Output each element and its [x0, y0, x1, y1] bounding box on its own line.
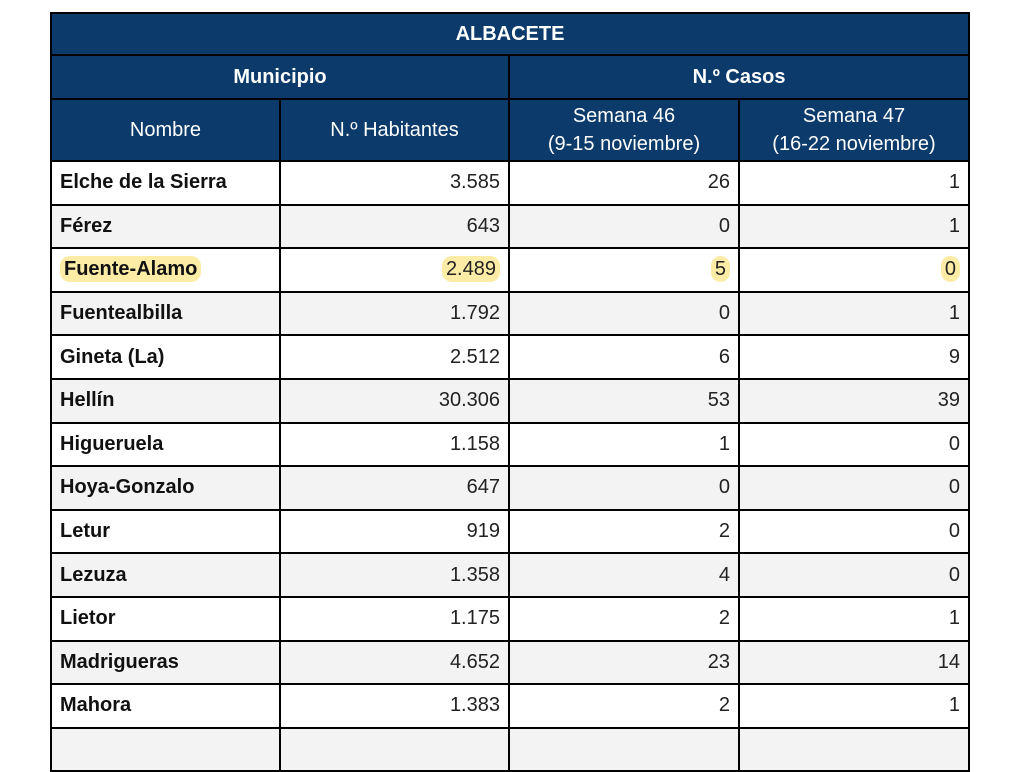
cell-nombre: Fuentealbilla: [50, 290, 281, 337]
cell-semana-47: 1: [737, 203, 971, 250]
table-row: Letur 919 2 0: [50, 508, 971, 555]
cases-table: ALBACETE Municipio N.º Casos Nombre N.º …: [49, 12, 971, 772]
cell-semana-46: 53: [508, 377, 740, 424]
column-header-habitantes: N.º Habitantes: [279, 98, 510, 162]
cell-semana-46: 0: [508, 290, 740, 337]
group-header-municipio: Municipio: [50, 54, 510, 100]
cell-nombre: Fuente-Alamo: [50, 247, 281, 293]
cell-semana-47: 0: [737, 421, 971, 468]
semana-47-dates: (16-22 noviembre): [772, 133, 936, 155]
group-header-casos: N.º Casos: [507, 54, 971, 100]
cell-semana-47: 14: [737, 639, 971, 686]
highlight-mark: 0: [940, 256, 961, 283]
semana-47-label: Semana 47: [802, 105, 906, 127]
cell-habitantes: 1.175: [279, 595, 510, 642]
cell-semana-47: 9: [737, 334, 971, 380]
cell-semana-46: 6: [508, 334, 740, 380]
table-row-partial: [50, 726, 971, 772]
cell-nombre: Lietor: [50, 595, 281, 642]
table-row: Higueruela 1.158 1 0: [50, 421, 971, 468]
table-row-highlighted: Fuente-Alamo 2.489 5 0: [50, 247, 971, 293]
cell-semana-47: 0: [737, 508, 971, 555]
cell-semana-46: 0: [508, 465, 740, 511]
cell-nombre: Gineta (La): [50, 334, 281, 380]
semana-46-dates: (9-15 noviembre): [547, 133, 701, 155]
cell-habitantes: [279, 726, 510, 772]
table-row: Lezuza 1.358 4 0: [50, 552, 971, 598]
cell-semana-46: 23: [508, 639, 740, 686]
cell-semana-47: 39: [737, 377, 971, 424]
cell-habitantes: 1.158: [279, 421, 510, 468]
cell-habitantes: 1.383: [279, 683, 510, 729]
cell-semana-46: 26: [508, 160, 740, 206]
cell-semana-47: 1: [737, 683, 971, 729]
cell-semana-47: 0: [737, 552, 971, 598]
cell-nombre: Letur: [50, 508, 281, 555]
cell-semana-47: 1: [737, 160, 971, 206]
table-title: ALBACETE: [49, 12, 971, 56]
table-body: Elche de la Sierra 3.585 26 1 Férez 643 …: [50, 160, 971, 772]
cell-nombre: Mahora: [50, 683, 281, 729]
semana-46-label: Semana 46: [572, 105, 676, 127]
cell-habitantes: 2.512: [279, 334, 510, 380]
cell-habitantes: 647: [279, 465, 510, 511]
cell-habitantes: 919: [279, 508, 510, 555]
column-header-semana-46: Semana 46 (9-15 noviembre): [508, 98, 740, 162]
albacete-table-container: ALBACETE Municipio N.º Casos Nombre N.º …: [49, 12, 971, 772]
column-header-nombre: Nombre: [50, 98, 281, 162]
table-row: Hoya-Gonzalo 647 0 0: [50, 465, 971, 511]
cell-semana-46: 4: [508, 552, 740, 598]
column-header-semana-47: Semana 47 (16-22 noviembre): [737, 98, 971, 162]
cell-semana-47: 1: [737, 290, 971, 337]
cell-semana-46: 5: [508, 247, 740, 293]
cell-nombre: Lezuza: [50, 552, 281, 598]
cell-habitantes: 1.358: [279, 552, 510, 598]
cell-habitantes: 643: [279, 203, 510, 250]
cell-semana-46: 2: [508, 508, 740, 555]
table-row: Lietor 1.175 2 1: [50, 595, 971, 642]
cell-semana-46: 1: [508, 421, 740, 468]
cell-semana-46: 0: [508, 203, 740, 250]
table-row: Fuentealbilla 1.792 0 1: [50, 290, 971, 337]
table-row: Elche de la Sierra 3.585 26 1: [50, 160, 971, 206]
cell-habitantes: 1.792: [279, 290, 510, 337]
cell-nombre: Higueruela: [50, 421, 281, 468]
cell-nombre: [50, 726, 281, 772]
highlight-mark: 5: [710, 256, 730, 283]
cell-semana-46: 2: [508, 595, 740, 642]
cell-nombre: Hoya-Gonzalo: [50, 465, 281, 511]
cell-semana-47: [737, 726, 971, 772]
cell-habitantes: 4.652: [279, 639, 510, 686]
highlight-mark: 2.489: [441, 256, 500, 283]
cell-semana-47: 1: [737, 595, 971, 642]
table-row: Gineta (La) 2.512 6 9: [50, 334, 971, 380]
table-row: Férez 643 0 1: [50, 203, 971, 250]
cell-nombre: Elche de la Sierra: [50, 160, 281, 206]
cell-semana-47: 0: [737, 465, 971, 511]
cell-habitantes: 2.489: [279, 247, 510, 293]
cell-nombre: Madrigueras: [50, 639, 281, 686]
cell-nombre: Férez: [50, 203, 281, 250]
table-row: Hellín 30.306 53 39: [50, 377, 971, 424]
cell-habitantes: 3.585: [279, 160, 510, 206]
cell-semana-46: 2: [508, 683, 740, 729]
cell-habitantes: 30.306: [279, 377, 510, 424]
table-row: Madrigueras 4.652 23 14: [50, 639, 971, 686]
cell-nombre: Hellín: [50, 377, 281, 424]
cell-semana-46: [508, 726, 740, 772]
highlight-mark: Fuente-Alamo: [60, 256, 202, 283]
table-row: Mahora 1.383 2 1: [50, 683, 971, 729]
cell-semana-47: 0: [737, 247, 971, 293]
